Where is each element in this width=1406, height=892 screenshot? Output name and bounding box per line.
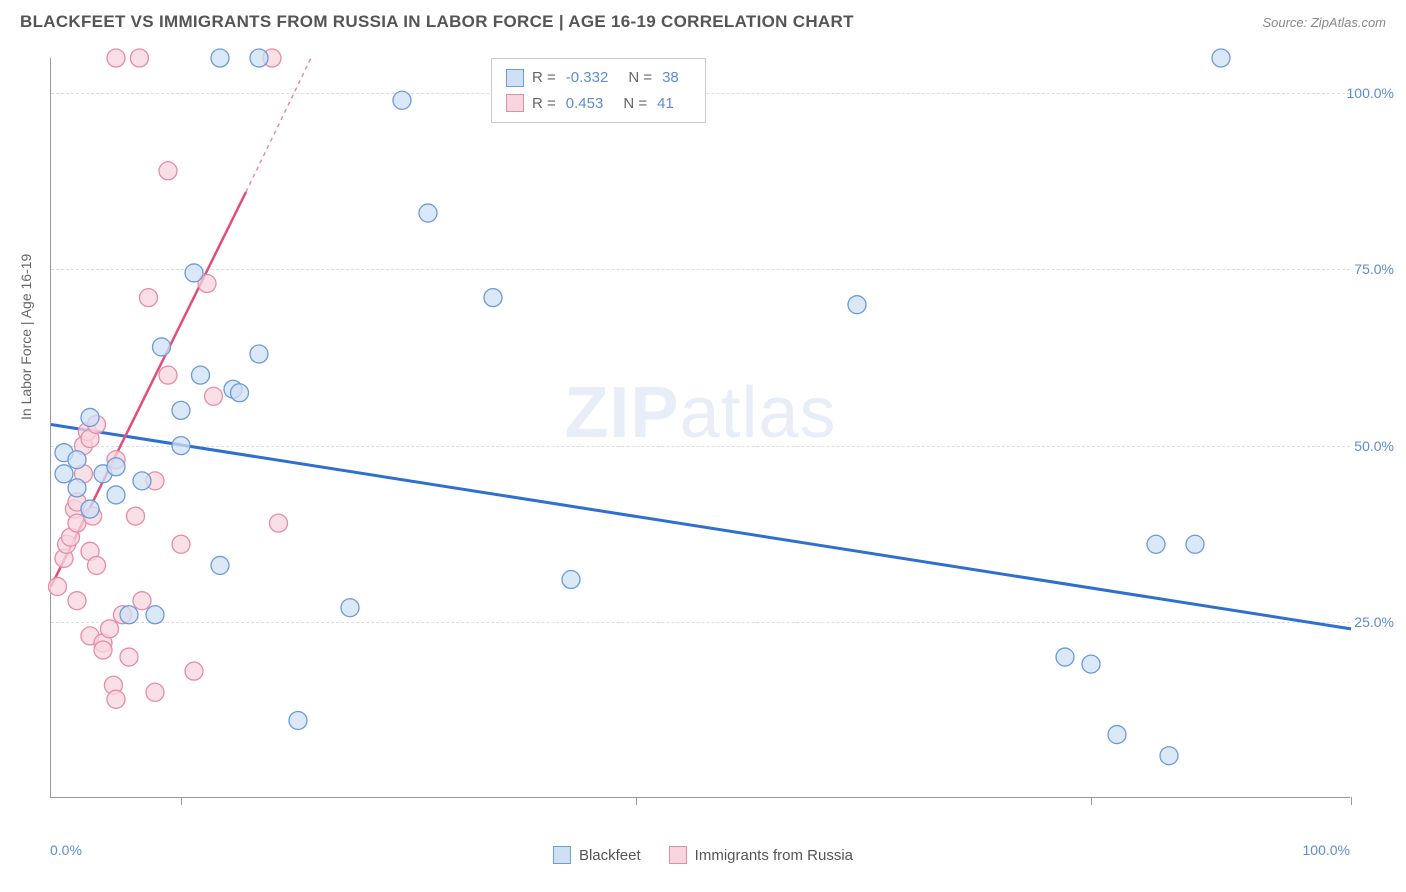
n-value-a: 38 xyxy=(662,65,679,91)
n-value-b: 41 xyxy=(657,91,674,117)
n-label: N = xyxy=(628,65,652,91)
legend-item-a: Blackfeet xyxy=(553,846,641,864)
legend-label-a: Blackfeet xyxy=(579,847,641,864)
y-tick-label: 100.0% xyxy=(1347,85,1394,101)
correlation-row-b: R = 0.453 N = 41 xyxy=(506,91,691,117)
y-tick-label: 50.0% xyxy=(1354,438,1394,454)
y-tick-label: 25.0% xyxy=(1354,614,1394,630)
chart-title: BLACKFEET VS IMMIGRANTS FROM RUSSIA IN L… xyxy=(20,12,854,32)
scatter-plot-svg xyxy=(51,58,1350,797)
correlation-row-a: R = -0.332 N = 38 xyxy=(506,65,691,91)
swatch-b-icon xyxy=(506,94,524,112)
x-axis-max-label: 100.0% xyxy=(1303,842,1350,858)
series-legend: Blackfeet Immigrants from Russia xyxy=(553,846,853,864)
legend-swatch-a-icon xyxy=(553,846,571,864)
legend-swatch-b-icon xyxy=(669,846,687,864)
chart-plot-area: ZIPatlas R = -0.332 N = 38 R = 0.453 N =… xyxy=(50,58,1350,798)
swatch-a-icon xyxy=(506,69,524,87)
legend-item-b: Immigrants from Russia xyxy=(669,846,853,864)
correlation-legend-box: R = -0.332 N = 38 R = 0.453 N = 41 xyxy=(491,58,706,123)
y-tick-label: 75.0% xyxy=(1354,261,1394,277)
r-label: R = xyxy=(532,65,556,91)
source-attribution: Source: ZipAtlas.com xyxy=(1262,15,1386,30)
x-axis-min-label: 0.0% xyxy=(50,842,82,858)
y-axis-label: In Labor Force | Age 16-19 xyxy=(18,254,34,420)
r-value-a: -0.332 xyxy=(566,65,609,91)
r-label: R = xyxy=(532,91,556,117)
r-value-b: 0.453 xyxy=(566,91,604,117)
legend-label-b: Immigrants from Russia xyxy=(695,847,853,864)
n-label: N = xyxy=(623,91,647,117)
